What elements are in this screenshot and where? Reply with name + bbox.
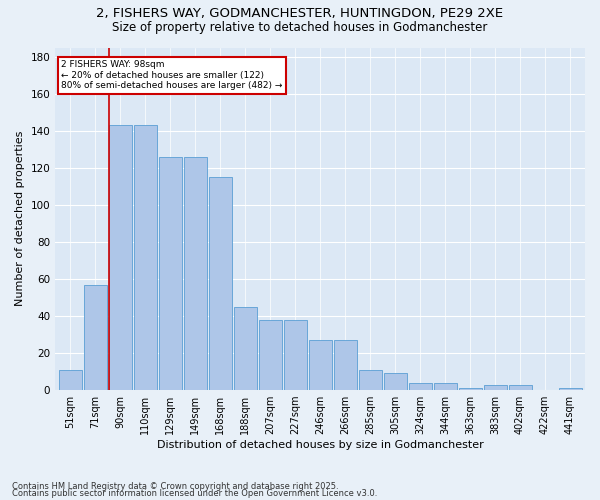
Bar <box>284 320 307 390</box>
Text: Contains HM Land Registry data © Crown copyright and database right 2025.: Contains HM Land Registry data © Crown c… <box>12 482 338 491</box>
Bar <box>209 177 232 390</box>
Y-axis label: Number of detached properties: Number of detached properties <box>15 131 25 306</box>
Text: Contains public sector information licensed under the Open Government Licence v3: Contains public sector information licen… <box>12 490 377 498</box>
Bar <box>559 388 581 390</box>
X-axis label: Distribution of detached houses by size in Godmanchester: Distribution of detached houses by size … <box>157 440 484 450</box>
Bar <box>158 157 182 390</box>
Bar <box>509 384 532 390</box>
Bar <box>359 370 382 390</box>
Bar <box>83 284 107 390</box>
Bar <box>484 384 506 390</box>
Bar <box>233 307 257 390</box>
Bar <box>59 370 82 390</box>
Bar <box>434 382 457 390</box>
Bar <box>308 340 332 390</box>
Bar <box>409 382 431 390</box>
Bar <box>184 157 206 390</box>
Bar <box>458 388 482 390</box>
Bar <box>109 126 131 390</box>
Text: 2 FISHERS WAY: 98sqm
← 20% of detached houses are smaller (122)
80% of semi-deta: 2 FISHERS WAY: 98sqm ← 20% of detached h… <box>61 60 283 90</box>
Text: 2, FISHERS WAY, GODMANCHESTER, HUNTINGDON, PE29 2XE: 2, FISHERS WAY, GODMANCHESTER, HUNTINGDO… <box>97 8 503 20</box>
Text: Size of property relative to detached houses in Godmanchester: Size of property relative to detached ho… <box>112 21 488 34</box>
Bar <box>134 126 157 390</box>
Bar <box>334 340 356 390</box>
Bar <box>259 320 281 390</box>
Bar <box>383 374 407 390</box>
